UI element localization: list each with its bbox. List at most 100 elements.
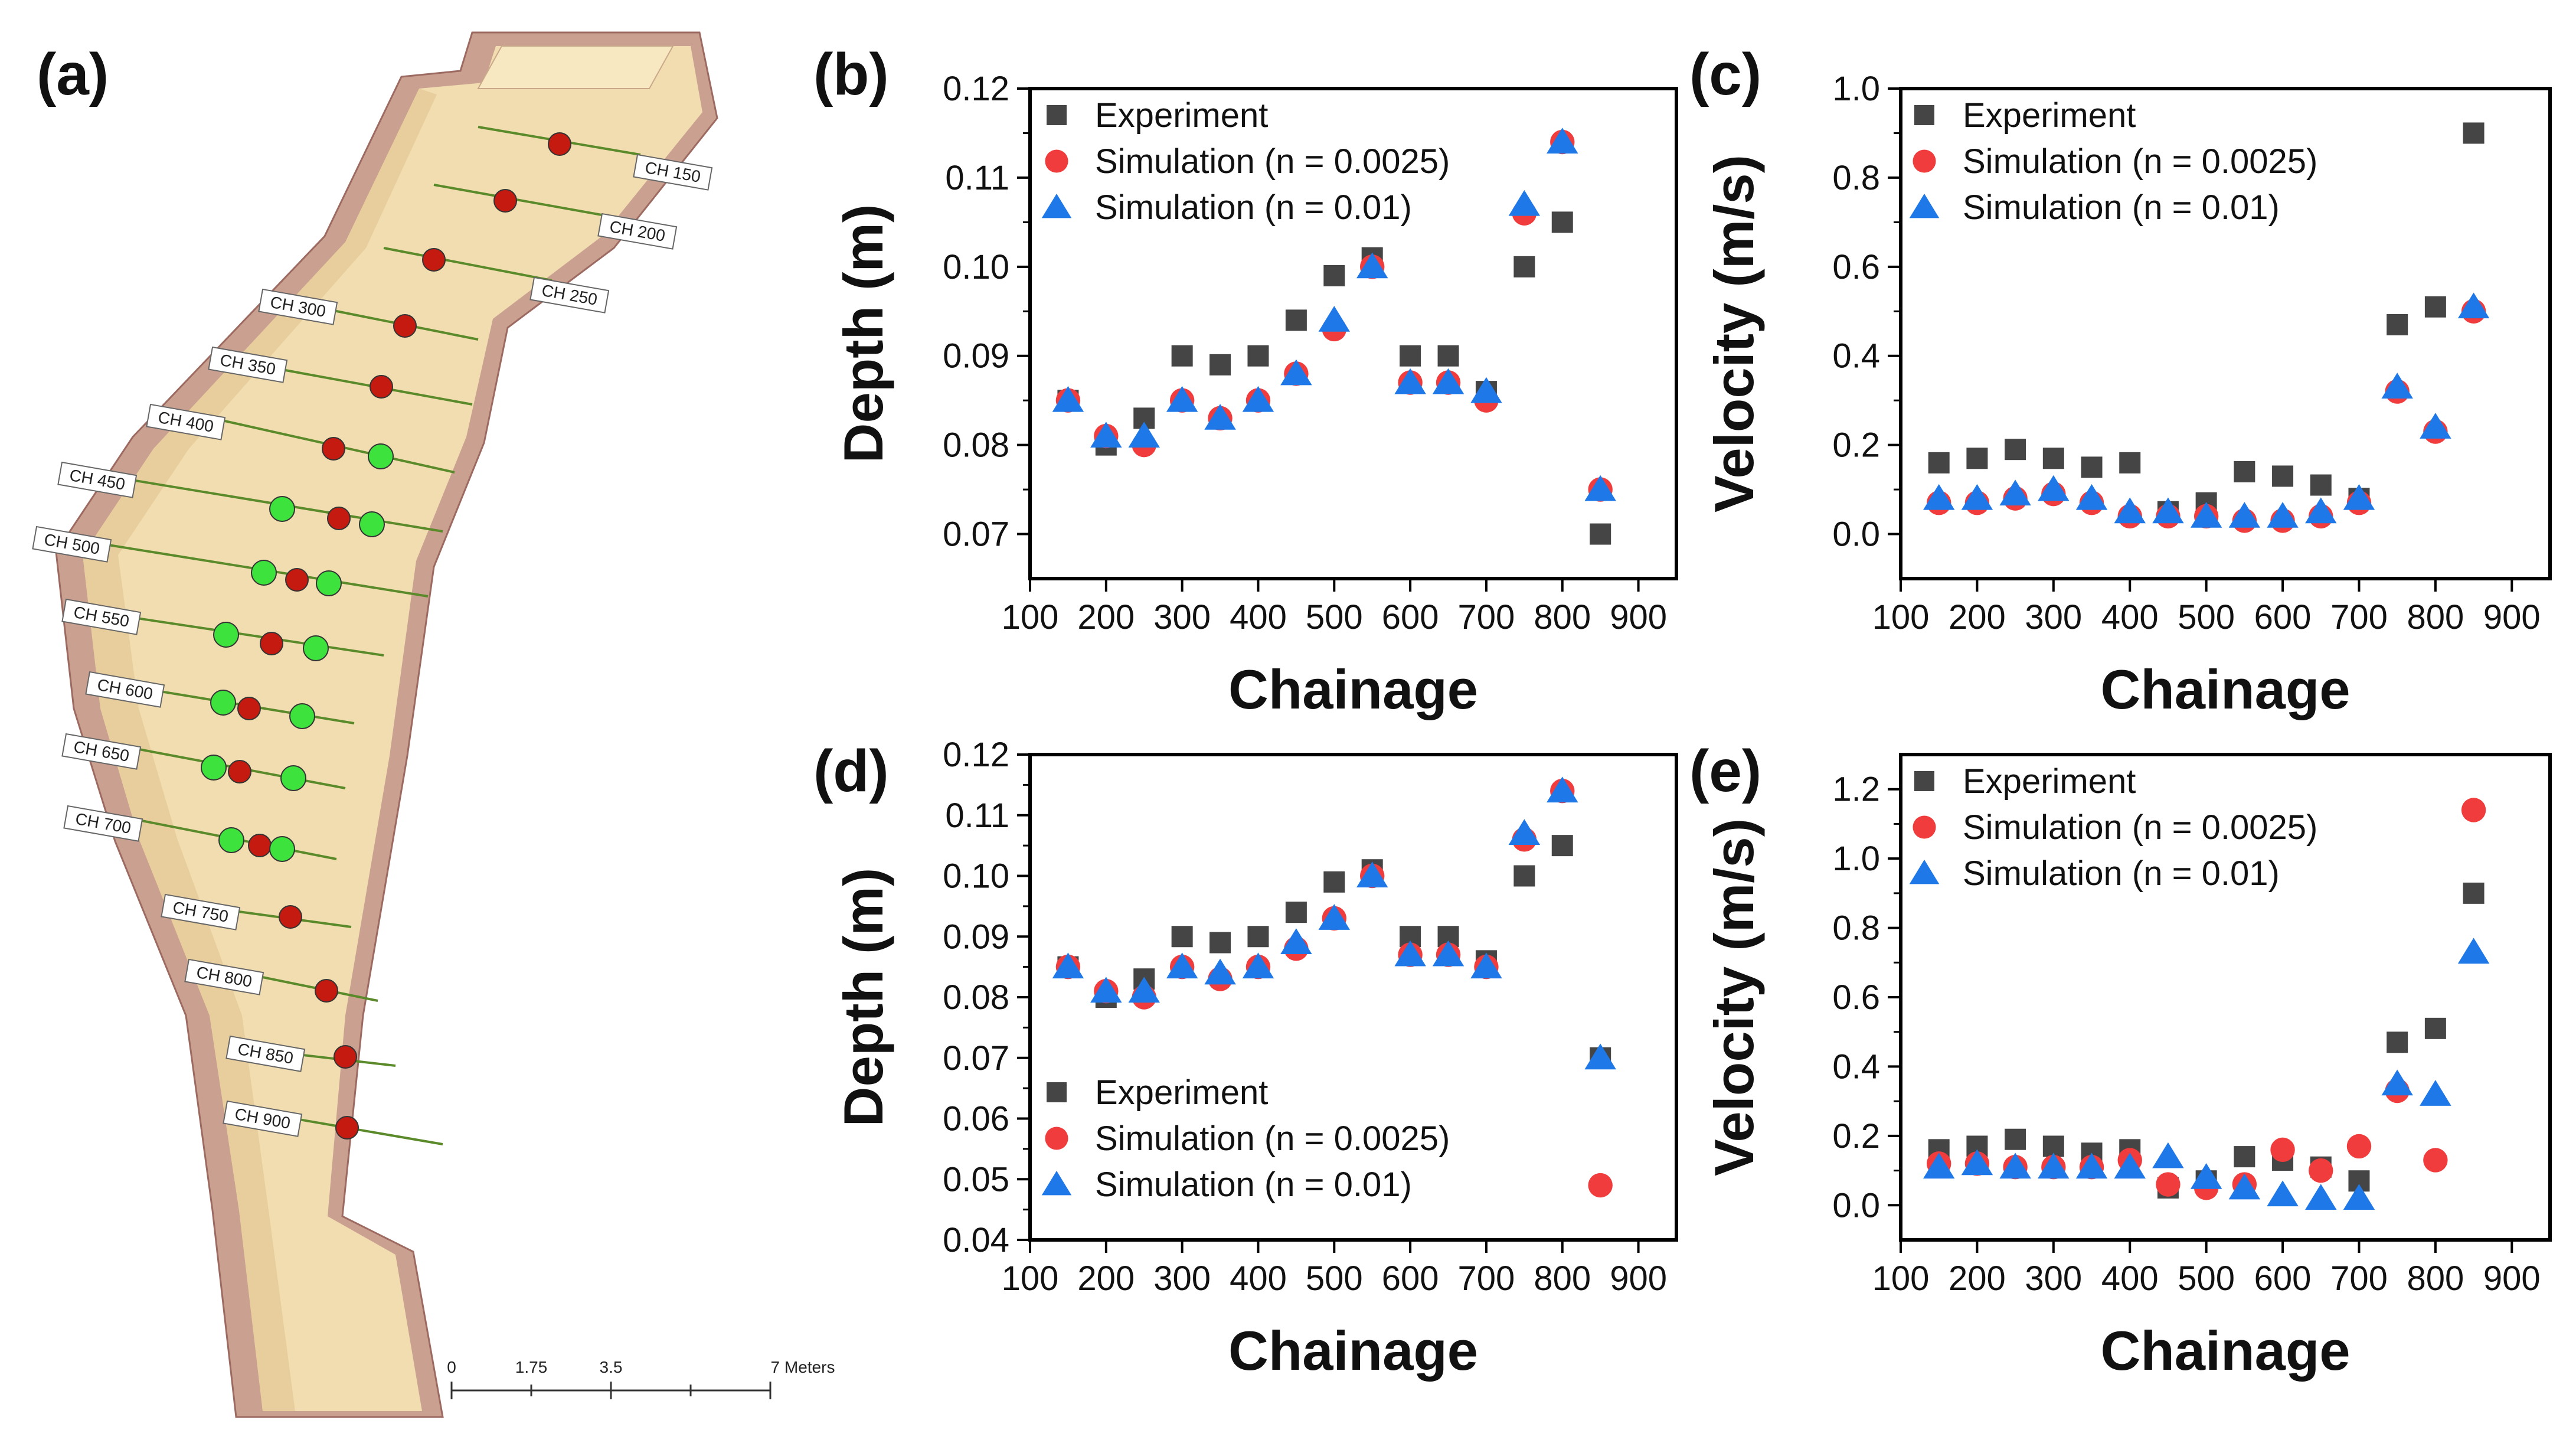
square-point: [1323, 871, 1345, 893]
triangle-point: [2457, 292, 2490, 319]
scale-tick-1: 1.75: [515, 1358, 548, 1376]
x-tick-label: 600: [1382, 1259, 1439, 1298]
red-gauge: [260, 632, 283, 655]
square-point: [1928, 452, 1950, 474]
x-tick-label: 500: [2178, 598, 2235, 636]
triangle-point: [1204, 958, 1236, 985]
green-gauge: [368, 443, 394, 469]
legend-label: Simulation (n = 0.0025): [1095, 1119, 1450, 1158]
panel-label-c: (c): [1689, 41, 1761, 107]
triangle-point: [2152, 1142, 2184, 1168]
x-tick-label: 900: [2483, 1259, 2541, 1298]
legend-label: Experiment: [1963, 96, 2136, 135]
square-point: [2119, 452, 2141, 474]
x-tick-label: 600: [2254, 598, 2312, 636]
green-gauge: [210, 690, 236, 716]
triangle-point: [2228, 1173, 2261, 1200]
green-gauge: [201, 755, 227, 781]
y-tick-label: 1.2: [1832, 770, 1880, 809]
triangle-point: [1090, 422, 1122, 448]
red-gauge: [493, 189, 517, 213]
chart-c-velocity: 100 200 300 400 500 600 700 800 900 0.0 0.2 0.4 0.6 0…: [1703, 70, 2552, 720]
x-tick-label: 600: [2254, 1259, 2312, 1298]
x-tick-label: 800: [1534, 598, 1591, 636]
circle-point: [2461, 798, 2486, 822]
triangle-point: [2457, 938, 2490, 964]
y-axis-title: Depth (m): [832, 204, 894, 463]
triangle-point: [1584, 475, 1616, 501]
x-tick-label: 500: [1306, 598, 1363, 636]
y-tick-label: 0.06: [943, 1100, 1009, 1138]
triangle-point: [2267, 1180, 2299, 1207]
channel-shade: [83, 89, 437, 1411]
scale-tick-0: 0: [447, 1358, 456, 1376]
triangle-point: [1166, 952, 1198, 979]
x-axis-title: Chainage: [1228, 1320, 1478, 1382]
square-point: [1590, 523, 1611, 545]
y-tick-label: 0.2: [1832, 426, 1880, 465]
green-gauge: [303, 635, 329, 661]
triangle-point: [1584, 1043, 1616, 1070]
y-tick-label: 0.0: [1832, 1186, 1880, 1225]
red-gauge: [285, 568, 309, 592]
y-tick-label: 0.8: [1832, 909, 1880, 948]
triangle-point: [1318, 306, 1351, 332]
square-point: [1966, 448, 1988, 469]
red-gauge: [248, 834, 272, 857]
x-tick-label: 500: [2178, 1259, 2235, 1298]
triangle-point: [2038, 475, 2070, 501]
square-point: [1437, 345, 1459, 367]
triangle-point: [1961, 1149, 1993, 1176]
square-point: [2272, 465, 2294, 487]
square-point: [1551, 835, 1573, 857]
x-tick-label: 900: [1610, 1259, 1667, 1298]
triangle-point: [1999, 1153, 2031, 1179]
square-point: [1209, 932, 1231, 954]
legend-label: Experiment: [1095, 1073, 1268, 1112]
triangle-point: [1508, 190, 1541, 216]
y-tick-label: 0.4: [1832, 1047, 1880, 1086]
x-tick-label: 200: [1077, 1259, 1135, 1298]
square-point: [2310, 474, 2332, 496]
x-tick-label: 700: [1458, 598, 1515, 636]
x-axis-title: Chainage: [1228, 658, 1478, 720]
legend-marker: [1909, 194, 1940, 218]
x-tick-label: 100: [1002, 1259, 1059, 1298]
chart-d-depth: 100 200 300 400 500 600 700 800 900 0.04 0.05 0.06 0…: [832, 736, 1678, 1382]
triangle-point: [1394, 368, 1426, 394]
x-tick-label: 600: [1382, 598, 1439, 636]
y-tick-label: 0.08: [943, 426, 1009, 465]
legend-label: Simulation (n = 0.01): [1963, 854, 2280, 893]
legend-label: Simulation (n = 0.01): [1963, 188, 2280, 227]
square-point: [1171, 345, 1193, 367]
legend-marker: [1914, 771, 1934, 791]
y-tick-label: 0.8: [1832, 159, 1880, 197]
triangle-point: [1470, 377, 1502, 403]
triangle-point: [2190, 502, 2222, 528]
triangle-point: [1128, 422, 1160, 448]
x-tick-label: 300: [2025, 598, 2082, 636]
red-gauge: [370, 375, 393, 399]
scale-tick-3: 7 Meters: [771, 1358, 835, 1376]
panel-a: (a) CH 150: [32, 31, 835, 1418]
red-gauge: [315, 979, 338, 1003]
panel-label-e: (e): [1689, 738, 1761, 804]
green-gauge: [359, 511, 385, 537]
series-square: [1928, 882, 2485, 1199]
square-point: [2005, 1128, 2026, 1150]
triangle-point: [1242, 952, 1274, 979]
series-triangle: [1923, 938, 2490, 1210]
x-tick-label: 700: [2330, 598, 2388, 636]
x-tick-label: 100: [1872, 1259, 1930, 1298]
square-point: [1209, 354, 1231, 376]
chart-e-velocity: 100 200 300 400 500 600 700 800 900 0.0 0.2 0.4 0.6 0…: [1703, 753, 2552, 1382]
red-gauge: [322, 437, 345, 461]
legend-marker: [1047, 1082, 1067, 1102]
square-point: [2234, 461, 2255, 482]
green-gauge: [269, 836, 295, 862]
plot-frame: [1028, 87, 1678, 580]
circle-point: [2346, 1134, 2372, 1159]
legend-marker: [1041, 1171, 1072, 1196]
legend-marker: [1913, 149, 1936, 173]
